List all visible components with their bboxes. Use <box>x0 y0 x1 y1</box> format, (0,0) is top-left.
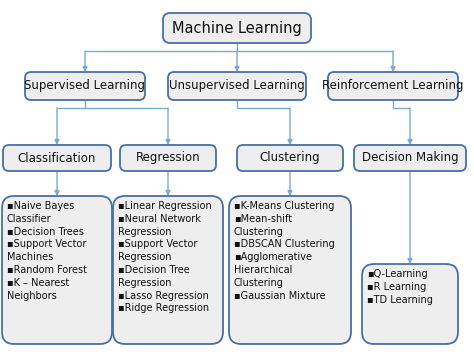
Text: Supervised Learning: Supervised Learning <box>25 79 146 93</box>
FancyBboxPatch shape <box>163 13 311 43</box>
FancyBboxPatch shape <box>354 145 466 171</box>
FancyBboxPatch shape <box>328 72 458 100</box>
Text: ▪Linear Regression
▪Neural Network
Regression
▪Support Vector
Regression
▪Decisi: ▪Linear Regression ▪Neural Network Regre… <box>118 201 212 313</box>
Text: Clustering: Clustering <box>260 152 320 164</box>
FancyBboxPatch shape <box>113 196 223 344</box>
FancyBboxPatch shape <box>362 264 458 344</box>
Text: Classification: Classification <box>18 152 96 164</box>
Text: ▪Q-Learning
▪R Learning
▪TD Learning: ▪Q-Learning ▪R Learning ▪TD Learning <box>367 269 433 305</box>
Text: Unsupervised Learning: Unsupervised Learning <box>169 79 305 93</box>
FancyBboxPatch shape <box>237 145 343 171</box>
FancyBboxPatch shape <box>3 145 111 171</box>
Text: Regression: Regression <box>136 152 201 164</box>
FancyBboxPatch shape <box>25 72 145 100</box>
FancyBboxPatch shape <box>229 196 351 344</box>
Text: Machine Learning: Machine Learning <box>172 21 302 36</box>
Text: ▪Naive Bayes
Classifier
▪Decision Trees
▪Support Vector
Machines
▪Random Forest
: ▪Naive Bayes Classifier ▪Decision Trees … <box>7 201 87 300</box>
Text: Reinforcement Learning: Reinforcement Learning <box>322 79 464 93</box>
Text: ▪K-Means Clustering
▪Mean-shift
Clustering
▪DBSCAN Clustering
▪Agglomerative
Hie: ▪K-Means Clustering ▪Mean-shift Clusteri… <box>234 201 335 300</box>
FancyBboxPatch shape <box>2 196 112 344</box>
FancyBboxPatch shape <box>168 72 306 100</box>
Text: Decision Making: Decision Making <box>362 152 458 164</box>
FancyBboxPatch shape <box>120 145 216 171</box>
